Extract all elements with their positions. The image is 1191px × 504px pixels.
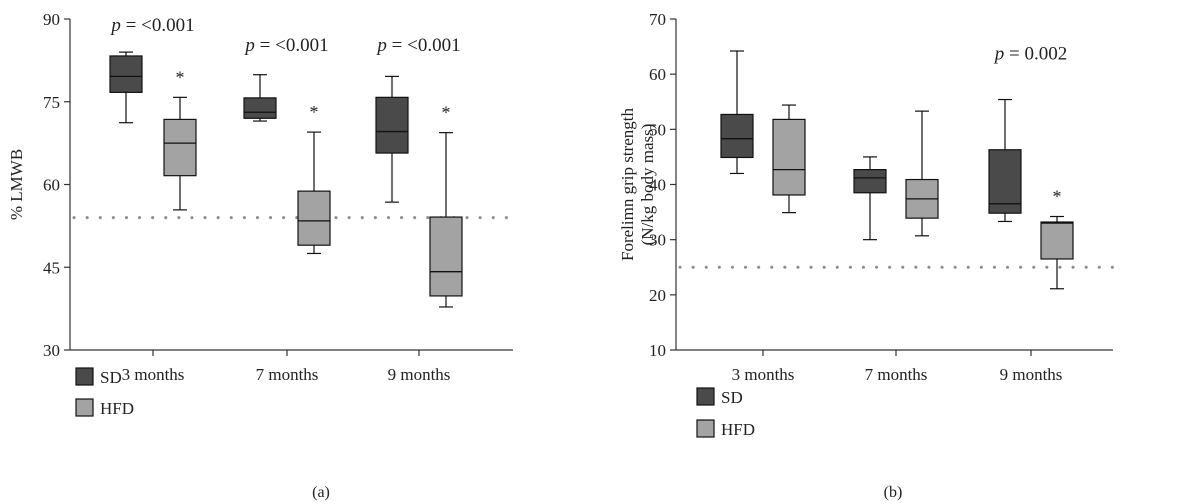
box-iqr <box>772 118 806 196</box>
box-iqr <box>853 169 887 194</box>
x-tick-label: 9 months <box>1000 365 1063 384</box>
box-iqr <box>375 96 409 154</box>
x-tick-label: 3 months <box>732 365 795 384</box>
box-iqr <box>109 55 143 93</box>
legend-label: SD <box>100 368 122 387</box>
p-value-annotation: p = 0.002 <box>993 44 1067 65</box>
box-hfd-1 <box>772 104 806 214</box>
legend-swatch <box>75 398 94 417</box>
p-symbol: p <box>375 35 391 56</box>
y-tick-label: 30 <box>649 231 666 250</box>
y-tick-label: 45 <box>43 258 60 277</box>
box-iqr <box>243 97 277 119</box>
y-tick-label: 70 <box>649 10 666 29</box>
box-hfd-2 <box>905 110 939 237</box>
box-sd-1 <box>109 51 143 124</box>
p-symbol: p <box>993 44 1009 65</box>
x-tick-label: 9 months <box>388 365 451 384</box>
p-symbol: p <box>243 35 259 56</box>
legend-item-sd: SD <box>75 367 122 387</box>
y-tick-label: 40 <box>649 176 666 195</box>
y-axis-label: % LMWB <box>7 149 26 220</box>
box-hfd-3 <box>1040 215 1074 290</box>
legend-item-hfd: HFD <box>75 398 134 418</box>
significance-star: * <box>442 103 451 123</box>
p-value-annotation: p = <0.001 <box>109 15 194 36</box>
significance-star: * <box>176 67 185 87</box>
box-sd-3 <box>375 75 409 203</box>
box-iqr <box>988 149 1022 214</box>
y-tick-label: 50 <box>649 120 666 139</box>
y-tick-label: 90 <box>43 10 60 29</box>
legend-swatch <box>696 419 715 438</box>
y-axis-label: Forelimn grip strength <box>618 108 637 261</box>
x-tick-label: 7 months <box>865 365 928 384</box>
legend-item-hfd: HFD <box>696 419 755 439</box>
y-tick-label: 60 <box>649 65 666 84</box>
significance-star: * <box>310 102 319 122</box>
y-tick-label: 20 <box>649 286 666 305</box>
box-sd-1 <box>720 50 754 175</box>
x-tick-label: 3 months <box>122 365 185 384</box>
y-tick-label: 60 <box>43 176 60 195</box>
p-value-annotation: p = <0.001 <box>375 35 460 56</box>
chart-panel-a: 30 45 60 75 90 3 months 7 months 9 months % LMWB… <box>7 10 515 501</box>
legend-label: HFD <box>721 420 755 439</box>
box-hfd-3 <box>429 132 463 308</box>
x-tick-label: 7 months <box>256 365 319 384</box>
y-tick-label: 30 <box>43 341 60 360</box>
y-tick-label: 75 <box>43 93 60 112</box>
box-iqr <box>1040 221 1074 260</box>
box-iqr <box>297 190 331 246</box>
legend-swatch <box>75 367 94 386</box>
box-sd-2 <box>243 74 277 122</box>
legend-label: HFD <box>100 399 134 418</box>
panel-label: (a) <box>312 484 330 501</box>
legend-swatch <box>696 387 715 406</box>
box-iqr <box>429 216 463 297</box>
significance-star: * <box>1053 186 1062 206</box>
p-value-text: = 0.002 <box>1009 44 1067 65</box>
box-hfd-2 <box>297 131 331 255</box>
panel-label: (b) <box>884 484 903 501</box>
chart-panel-b: 10 20 30 40 50 60 70 3 months 7 months 9 months Fo… <box>618 10 1115 501</box>
legend-item-sd: SD <box>696 387 743 407</box>
box-iqr <box>163 118 197 177</box>
p-value-text: = <0.001 <box>126 15 195 36</box>
box-sd-2 <box>853 156 887 241</box>
p-value-text: = <0.001 <box>260 35 329 56</box>
box-iqr <box>720 113 754 159</box>
p-symbol: p <box>109 15 125 36</box>
legend-label: SD <box>721 388 743 407</box>
p-value-annotation: p = <0.001 <box>243 35 328 56</box>
box-sd-3 <box>988 98 1022 223</box>
y-tick-label: 10 <box>649 341 666 360</box>
p-value-text: = <0.001 <box>392 35 461 56</box>
y-axis-label: (N/kg body mass) <box>638 124 657 246</box>
box-hfd-1 <box>163 96 197 211</box>
